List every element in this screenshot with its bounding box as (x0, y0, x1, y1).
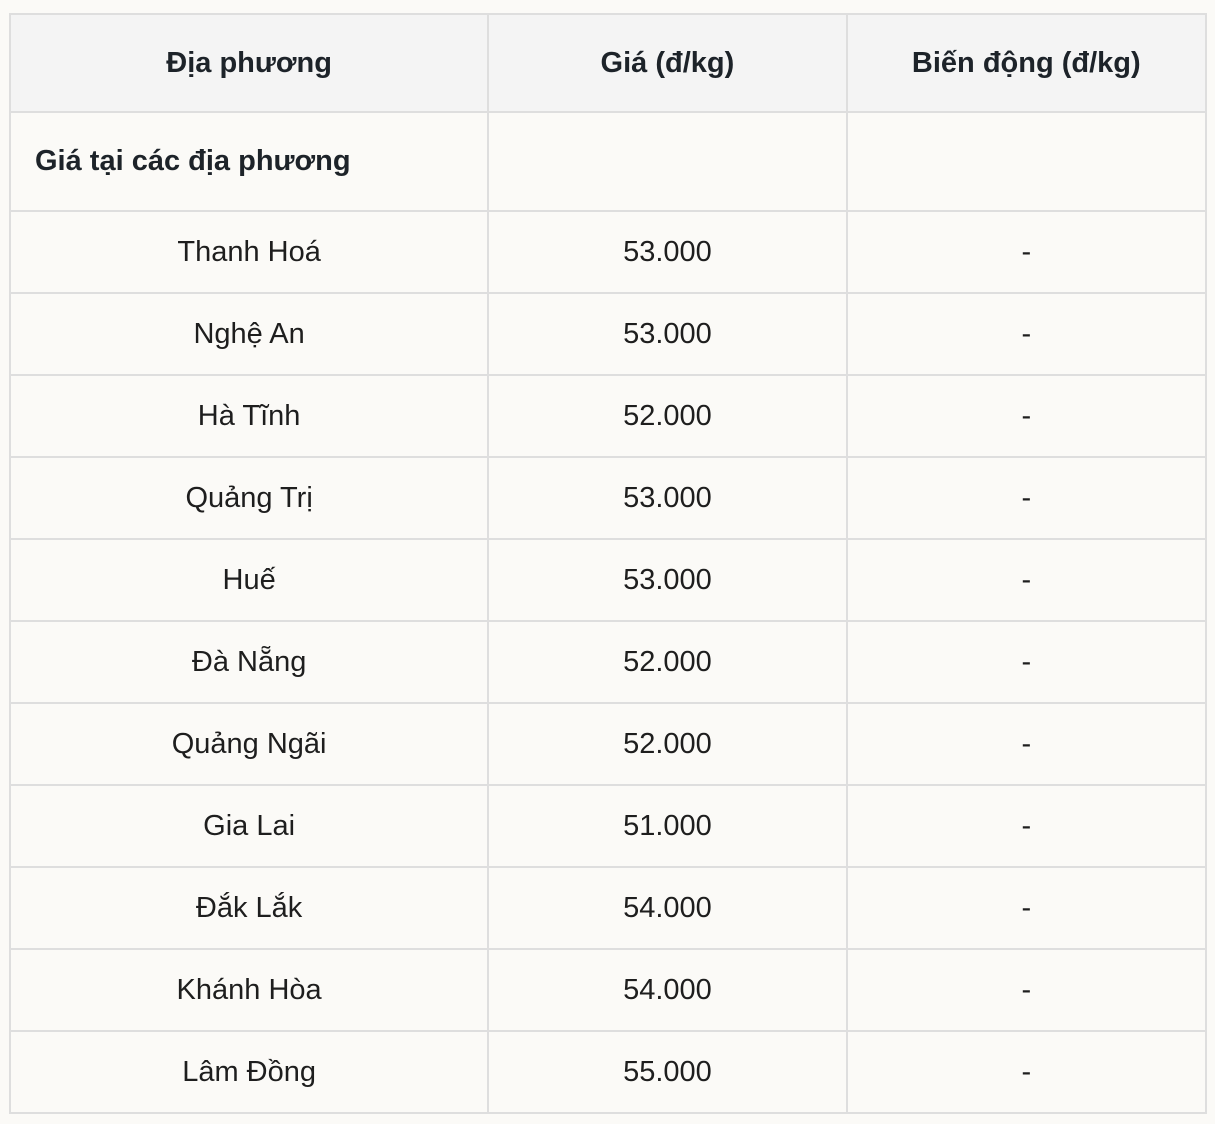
price-cell: 54.000 (487, 866, 848, 950)
region-cell: Quảng Ngãi (8, 702, 490, 786)
region-cell: Lâm Đồng (8, 1030, 490, 1114)
price-cell: 53.000 (487, 538, 848, 622)
change-cell: - (845, 210, 1208, 294)
header-row: Địa phương Giá (đ/kg) Biến động (đ/kg) (8, 13, 1208, 113)
region-cell: Đắk Lắk (8, 866, 490, 950)
price-cell: 54.000 (487, 948, 848, 1032)
table-row: Đắk Lắk 54.000- (8, 866, 1208, 950)
change-cell: - (845, 456, 1208, 540)
change-cell: - (845, 620, 1208, 704)
price-cell: 51.000 (487, 784, 848, 868)
table-row: Đà Nẵng 52.000- (8, 620, 1208, 704)
price-cell: 52.000 (487, 374, 848, 458)
change-cell: - (845, 784, 1208, 868)
price-cell: 53.000 (487, 210, 848, 294)
table-row: Lâm Đồng 55.000- (8, 1030, 1208, 1114)
change-cell: - (845, 538, 1208, 622)
table-row: Hà Tĩnh 52.000- (8, 374, 1208, 458)
region-cell: Gia Lai (8, 784, 490, 868)
region-cell: Khánh Hòa (8, 948, 490, 1032)
section-label: Giá tại các địa phương (8, 111, 490, 212)
table-row: Huế 53.000- (8, 538, 1208, 622)
change-cell: - (845, 292, 1208, 376)
change-cell: - (845, 866, 1208, 950)
price-cell: 53.000 (487, 456, 848, 540)
table-row: Khánh Hòa 54.000- (8, 948, 1208, 1032)
region-cell: Nghệ An (8, 292, 490, 376)
region-cell: Huế (8, 538, 490, 622)
change-cell: - (845, 1030, 1208, 1114)
header-price: Giá (đ/kg) (487, 13, 848, 113)
empty-cell (487, 111, 848, 212)
table-row: Quảng Ngãi 52.000- (8, 702, 1208, 786)
price-cell: 55.000 (487, 1030, 848, 1114)
empty-cell (845, 111, 1208, 212)
section-row: Giá tại các địa phương (8, 111, 1208, 212)
price-cell: 53.000 (487, 292, 848, 376)
change-cell: - (845, 948, 1208, 1032)
header-change: Biến động (đ/kg) (845, 13, 1208, 113)
table-row: Nghệ An 53.000- (8, 292, 1208, 376)
region-cell: Hà Tĩnh (8, 374, 490, 458)
region-cell: Quảng Trị (8, 456, 490, 540)
table-row: Gia Lai 51.000- (8, 784, 1208, 868)
change-cell: - (845, 374, 1208, 458)
table-row: Thanh Hoá 53.000- (8, 210, 1208, 294)
price-cell: 52.000 (487, 702, 848, 786)
header-region: Địa phương (8, 13, 490, 113)
region-cell: Thanh Hoá (8, 210, 490, 294)
change-cell: - (845, 702, 1208, 786)
price-cell: 52.000 (487, 620, 848, 704)
region-cell: Đà Nẵng (8, 620, 490, 704)
price-table: Địa phương Giá (đ/kg) Biến động (đ/kg) G… (8, 13, 1208, 1114)
table-row: Quảng Trị 53.000- (8, 456, 1208, 540)
